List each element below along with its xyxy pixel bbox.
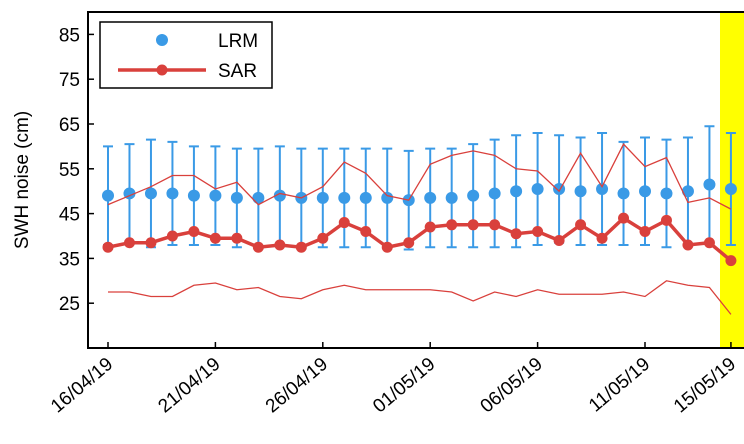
y-tick-label: 65 bbox=[59, 115, 80, 136]
point bbox=[445, 191, 458, 204]
legend-marker bbox=[156, 64, 168, 76]
point bbox=[403, 237, 415, 249]
point bbox=[446, 219, 458, 231]
point bbox=[209, 232, 221, 244]
point bbox=[123, 237, 135, 249]
legend-label: LRM bbox=[218, 31, 258, 52]
x-tick-label: 21/04/19 bbox=[154, 354, 224, 418]
point bbox=[467, 219, 479, 231]
x-tick-label: 16/04/19 bbox=[47, 354, 117, 418]
point bbox=[230, 191, 243, 204]
y-tick-label: 25 bbox=[59, 294, 80, 315]
y-tick-label: 45 bbox=[59, 205, 80, 226]
point bbox=[209, 189, 222, 202]
point bbox=[145, 237, 157, 249]
point bbox=[252, 241, 264, 253]
point bbox=[102, 241, 114, 253]
point bbox=[724, 182, 737, 195]
point bbox=[510, 228, 522, 240]
x-tick-label: 06/05/19 bbox=[477, 354, 547, 418]
point bbox=[725, 255, 737, 267]
point bbox=[144, 187, 157, 200]
point bbox=[316, 191, 329, 204]
point bbox=[510, 185, 523, 198]
y-tick-label: 35 bbox=[59, 249, 80, 270]
point bbox=[317, 232, 329, 244]
point bbox=[553, 234, 565, 246]
point bbox=[660, 187, 673, 200]
point bbox=[231, 232, 243, 244]
point bbox=[273, 189, 286, 202]
point bbox=[188, 226, 200, 238]
highlight-band bbox=[720, 12, 744, 348]
point bbox=[166, 230, 178, 242]
point bbox=[575, 219, 587, 231]
point bbox=[295, 241, 307, 253]
point bbox=[467, 189, 480, 202]
point bbox=[596, 182, 609, 195]
point bbox=[682, 239, 694, 251]
point bbox=[703, 237, 715, 249]
point bbox=[381, 241, 393, 253]
point bbox=[596, 232, 608, 244]
point bbox=[618, 212, 630, 224]
point bbox=[338, 217, 350, 229]
point bbox=[338, 191, 351, 204]
y-tick-label: 75 bbox=[59, 70, 80, 91]
point bbox=[166, 187, 179, 200]
point bbox=[681, 185, 694, 198]
point bbox=[532, 226, 544, 238]
point bbox=[639, 185, 651, 198]
bound-line bbox=[107, 143, 732, 210]
point bbox=[424, 221, 436, 233]
point bbox=[639, 226, 651, 238]
bound-line bbox=[108, 280, 732, 315]
point bbox=[488, 187, 501, 200]
legend-box bbox=[99, 21, 273, 89]
line bbox=[107, 215, 733, 262]
x-tick-label: 15/05/19 bbox=[670, 354, 740, 418]
point bbox=[617, 187, 630, 200]
axes-frame bbox=[87, 11, 744, 349]
point bbox=[102, 189, 114, 202]
y-tick-label: 55 bbox=[59, 160, 80, 181]
x-tick-label: 11/05/19 bbox=[585, 354, 654, 417]
y-tick-label: 85 bbox=[59, 25, 80, 46]
x-tick-label: 26/04/19 bbox=[262, 354, 332, 418]
point bbox=[703, 178, 716, 191]
point bbox=[574, 185, 587, 198]
point bbox=[274, 239, 286, 251]
point bbox=[359, 191, 372, 204]
y-axis-label: SWH noise (cm) bbox=[12, 111, 33, 249]
legend-marker bbox=[156, 34, 168, 46]
point bbox=[531, 182, 544, 195]
legend-label: SAR bbox=[218, 61, 257, 82]
x-tick-label: 01/05/19 bbox=[369, 354, 439, 418]
point bbox=[381, 191, 394, 204]
point bbox=[187, 189, 200, 202]
point bbox=[360, 226, 372, 238]
point bbox=[660, 214, 672, 226]
point bbox=[424, 191, 437, 204]
point bbox=[489, 219, 501, 231]
